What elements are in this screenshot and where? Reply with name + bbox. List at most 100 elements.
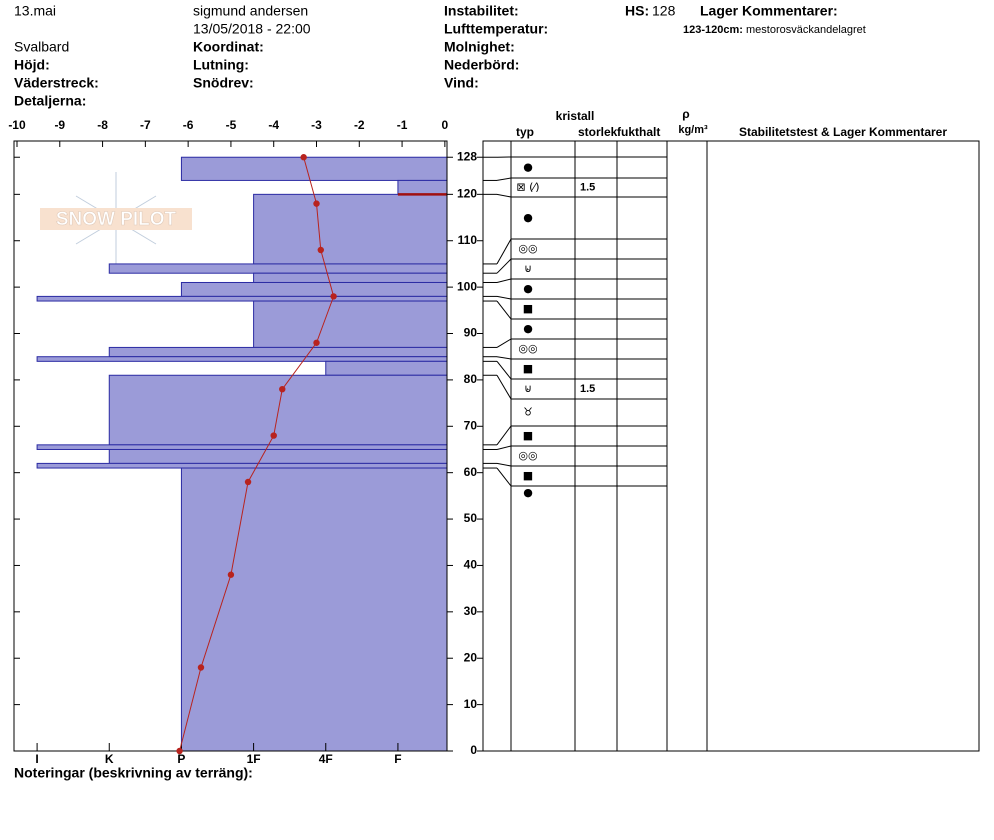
- y-tick-label: 90: [464, 326, 478, 340]
- grain-type: ●: [523, 486, 533, 499]
- temperature-point: [300, 154, 307, 161]
- column-header: storlek: [578, 125, 618, 139]
- temperature-point: [313, 200, 320, 207]
- hardness-tick-label: 4F: [319, 752, 333, 766]
- field-label: Höjd:: [14, 57, 50, 73]
- hardness-bar: [325, 360, 448, 376]
- temperature-point: [244, 478, 252, 486]
- hardness-bar: [36, 295, 448, 302]
- field-label: Koordinat:: [193, 39, 264, 55]
- y-tick-label: 20: [464, 650, 478, 664]
- grain-size: 1.5: [580, 383, 595, 395]
- layer-connector: [496, 295, 512, 300]
- column-header: kg/m³: [678, 124, 708, 136]
- x-tick-label: -5: [226, 118, 237, 132]
- x-tick-label: -9: [54, 118, 65, 132]
- x-tick-label: -1: [397, 118, 408, 132]
- field-label: Väderstreck:: [14, 75, 99, 91]
- y-tick-label: 30: [464, 604, 478, 618]
- layer-connector: [496, 445, 512, 450]
- hardness-bar: [180, 156, 448, 181]
- x-tick-label: 0: [442, 118, 449, 132]
- x-tick-label: -2: [354, 118, 365, 132]
- hardness-bar: [36, 462, 448, 469]
- field-label: Vind:: [444, 75, 479, 91]
- grain-type: ■: [523, 302, 533, 315]
- logo-band: [40, 208, 192, 230]
- hardness-bar: [36, 444, 448, 450]
- grain-type: ●: [523, 161, 533, 174]
- layer-connector: [496, 258, 512, 274]
- column-header: fukthalt: [617, 125, 660, 139]
- field-label: Molnighet:: [444, 39, 515, 55]
- hardness-bar: [180, 281, 448, 297]
- grain-type: ●: [523, 211, 533, 224]
- hardness-bar: [253, 300, 448, 348]
- grain-size: 1.5: [580, 181, 595, 193]
- layer-connector: [496, 193, 512, 198]
- location: Svalbard: [14, 39, 69, 55]
- x-tick-label: -7: [140, 118, 151, 132]
- layer-connector: [496, 361, 512, 380]
- hs-label: HS:: [625, 3, 649, 19]
- hardness-bar: [253, 272, 448, 283]
- temperature-point: [176, 747, 183, 755]
- layer-connector: [496, 338, 512, 348]
- grain-type: ◎◎: [518, 342, 537, 355]
- layer-comments-title: Lager Kommentarer:: [700, 3, 838, 19]
- hardness-bar: [108, 448, 448, 464]
- field-label: Detaljerna:: [14, 93, 86, 109]
- hardness-bar: [108, 346, 448, 358]
- grain-type: ◎◎: [518, 242, 537, 255]
- hardness-bar: [180, 467, 448, 752]
- layer-connector: [496, 375, 512, 400]
- layer-connector: [496, 462, 512, 467]
- y-tick-label: 100: [457, 279, 477, 293]
- x-tick-label: -6: [183, 118, 194, 132]
- layer-comment-range: 123-120cm:: [683, 24, 743, 36]
- grain-type: ●: [523, 322, 533, 335]
- column-header: kristall: [556, 109, 595, 123]
- hs-value: 128: [652, 3, 676, 19]
- layer-connector: [496, 278, 512, 283]
- x-tick-label: -10: [8, 118, 26, 132]
- notes-label: Noteringar (beskrivning av terräng):: [14, 765, 253, 781]
- temperature-point: [317, 246, 324, 254]
- y-tick-label: 10: [464, 697, 478, 711]
- layer-connector: [496, 300, 512, 320]
- layer-connector: [496, 177, 512, 181]
- temperature-point: [313, 339, 320, 346]
- grain-type: ♉: [523, 406, 533, 419]
- hardness-tick-label: 1F: [247, 752, 261, 766]
- hardness-bar: [36, 356, 448, 362]
- layer-comment-text: mestorosväckandelagret: [746, 24, 866, 36]
- y-tick-label: 70: [464, 418, 478, 432]
- y-tick-label: 80: [464, 372, 478, 386]
- table-frame: [482, 140, 980, 752]
- column-header: ρ: [682, 107, 689, 121]
- grain-type: ⊌: [524, 262, 532, 275]
- grain-type: ■: [523, 362, 533, 375]
- hardness-tick-label: I: [35, 752, 38, 766]
- temperature-point: [330, 293, 337, 300]
- hardness-bar: [253, 193, 448, 265]
- field-label: Snödrev:: [193, 75, 254, 91]
- temperature-point: [279, 385, 286, 393]
- y-tick-label: 128: [457, 149, 477, 163]
- datetime: 13/05/2018 - 22:00: [193, 21, 311, 37]
- layer-connector: [496, 467, 512, 487]
- field-label: Lutning:: [193, 57, 249, 73]
- y-tick-label: 120: [457, 187, 477, 201]
- y-tick-label: 60: [464, 465, 478, 479]
- field-label: Nederbörd:: [444, 57, 519, 73]
- field-label: Instabilitet:: [444, 3, 519, 19]
- column-header: Stabilitetstest & Lager Kommentarer: [739, 125, 947, 139]
- grain-type: ■: [523, 469, 533, 482]
- temperature-point: [197, 664, 205, 671]
- x-tick-label: -4: [268, 118, 279, 132]
- logo: SNOW PILOT: [40, 172, 192, 268]
- y-tick-label: 40: [464, 558, 478, 572]
- hardness-tick-label: K: [105, 752, 114, 766]
- logo-text: SNOW PILOT: [56, 209, 177, 230]
